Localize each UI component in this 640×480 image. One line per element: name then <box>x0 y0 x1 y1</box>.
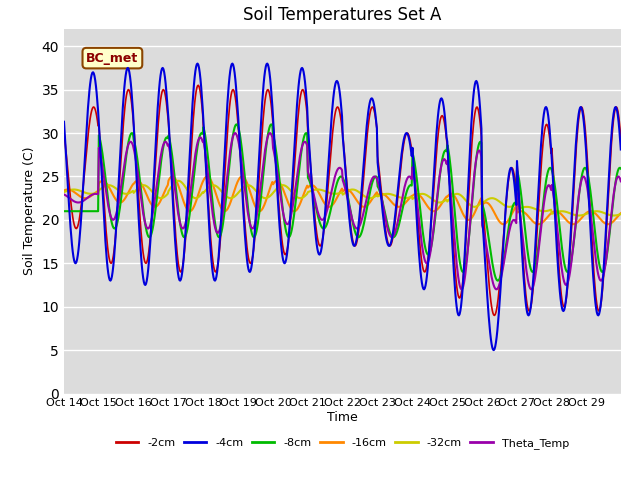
Title: Soil Temperatures Set A: Soil Temperatures Set A <box>243 6 442 24</box>
Text: BC_met: BC_met <box>86 52 138 65</box>
Legend: -2cm, -4cm, -8cm, -16cm, -32cm, Theta_Temp: -2cm, -4cm, -8cm, -16cm, -32cm, Theta_Te… <box>111 434 573 454</box>
X-axis label: Time: Time <box>327 411 358 424</box>
Y-axis label: Soil Temperature (C): Soil Temperature (C) <box>23 147 36 276</box>
